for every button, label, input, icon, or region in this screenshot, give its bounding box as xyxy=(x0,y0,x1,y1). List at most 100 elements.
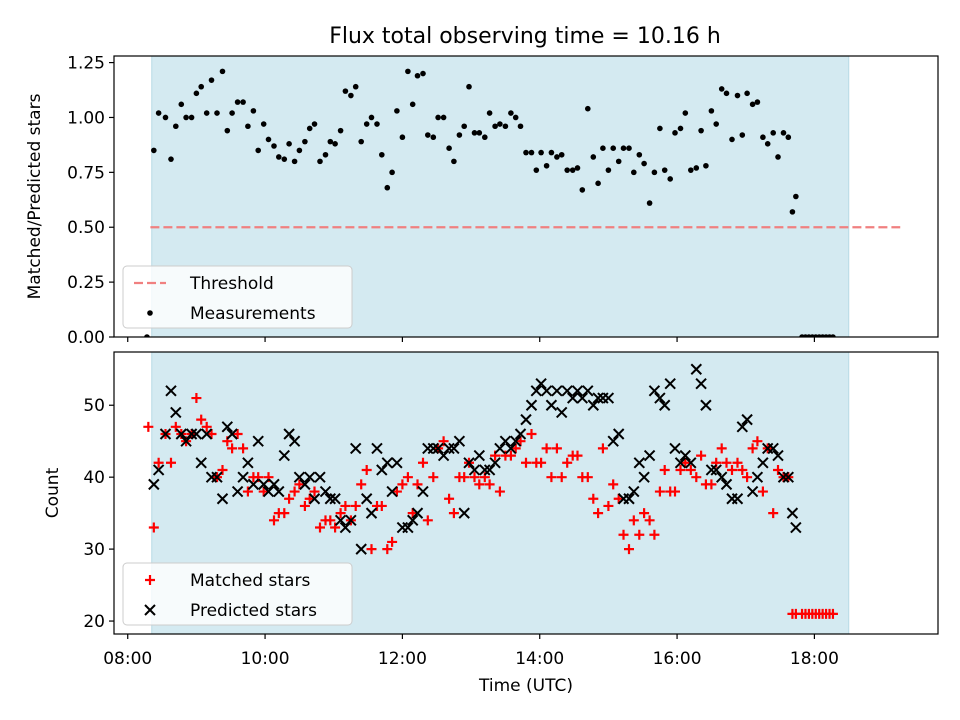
data-point xyxy=(247,478,260,491)
data-point xyxy=(679,449,692,462)
data-point xyxy=(151,147,157,154)
data-point xyxy=(250,108,257,114)
data-point xyxy=(505,450,516,461)
data-point xyxy=(201,421,212,432)
data-point xyxy=(402,472,413,483)
data-point xyxy=(521,457,531,468)
data-point xyxy=(238,443,249,454)
data-point xyxy=(636,151,643,158)
data-point xyxy=(229,110,235,116)
data-point xyxy=(731,493,744,505)
data-point xyxy=(693,165,700,171)
legend-label: Threshold xyxy=(189,274,274,294)
data-point xyxy=(200,428,213,440)
data-point xyxy=(386,485,398,498)
data-point xyxy=(588,493,599,504)
data-point xyxy=(389,169,395,176)
data-point xyxy=(175,428,188,440)
data-point xyxy=(278,449,291,462)
data-point xyxy=(626,145,632,152)
data-point xyxy=(304,493,315,504)
data-point xyxy=(162,114,169,121)
data-point xyxy=(691,472,702,483)
x-tick-label: 10:00 xyxy=(241,649,290,669)
data-point xyxy=(314,471,326,483)
data-point xyxy=(193,90,200,97)
data-point xyxy=(240,99,246,105)
data-point xyxy=(468,464,481,476)
data-point xyxy=(770,130,776,136)
data-point xyxy=(708,108,715,114)
data-point xyxy=(785,134,792,141)
data-point xyxy=(654,486,665,497)
data-point xyxy=(508,110,514,116)
data-point xyxy=(273,485,285,498)
data-point xyxy=(185,428,198,440)
data-point xyxy=(358,138,365,145)
data-point xyxy=(293,471,306,483)
data-point xyxy=(551,385,563,397)
data-point xyxy=(576,392,589,404)
y-tick-label: 50 xyxy=(83,396,105,416)
data-point xyxy=(440,114,447,121)
data-point xyxy=(208,77,215,83)
data-point xyxy=(294,479,305,490)
data-point xyxy=(698,127,704,134)
data-point xyxy=(523,149,529,156)
data-point xyxy=(610,145,617,152)
data-point xyxy=(768,508,779,519)
data-point xyxy=(737,464,748,475)
data-point xyxy=(443,442,455,455)
data-point xyxy=(284,493,295,504)
data-point xyxy=(382,544,393,555)
data-point xyxy=(777,471,790,483)
data-point xyxy=(729,136,735,143)
data-point xyxy=(409,101,416,108)
data-point xyxy=(303,471,316,483)
y-tick-label: 1.25 xyxy=(67,54,105,74)
data-point xyxy=(262,485,275,498)
data-point xyxy=(533,167,540,173)
data-point xyxy=(397,479,408,490)
data-point xyxy=(279,508,290,519)
data-point xyxy=(528,149,535,156)
data-point xyxy=(232,429,243,440)
data-point xyxy=(281,156,288,162)
legend-swatch-marker xyxy=(145,575,155,585)
data-point xyxy=(334,514,347,527)
data-point xyxy=(258,486,269,497)
data-point xyxy=(219,68,226,75)
legend-box xyxy=(122,562,353,626)
data-point xyxy=(715,471,728,483)
data-point xyxy=(757,486,768,497)
data-point xyxy=(574,165,581,171)
data-point xyxy=(623,493,635,505)
data-point xyxy=(634,529,645,540)
data-point xyxy=(376,464,388,476)
data-point xyxy=(165,385,177,397)
data-point xyxy=(153,457,164,468)
data-point xyxy=(406,514,419,527)
data-point xyxy=(448,508,459,519)
data-point xyxy=(744,90,750,97)
axes-frame xyxy=(113,351,939,635)
data-point xyxy=(231,485,244,498)
data-point xyxy=(257,478,270,491)
data-point xyxy=(376,500,387,511)
data-point xyxy=(412,479,423,490)
data-point xyxy=(628,515,639,526)
data-point xyxy=(592,392,604,404)
data-point xyxy=(217,464,228,475)
data-point xyxy=(639,508,650,519)
data-point xyxy=(237,471,249,483)
y-tick-label: 0.75 xyxy=(67,163,105,183)
data-point xyxy=(289,486,300,497)
data-point xyxy=(315,522,325,533)
data-point xyxy=(502,123,509,130)
data-point xyxy=(451,158,457,165)
data-point xyxy=(352,83,359,90)
data-point xyxy=(489,457,501,469)
data-point xyxy=(705,464,718,476)
data-point xyxy=(736,421,749,433)
